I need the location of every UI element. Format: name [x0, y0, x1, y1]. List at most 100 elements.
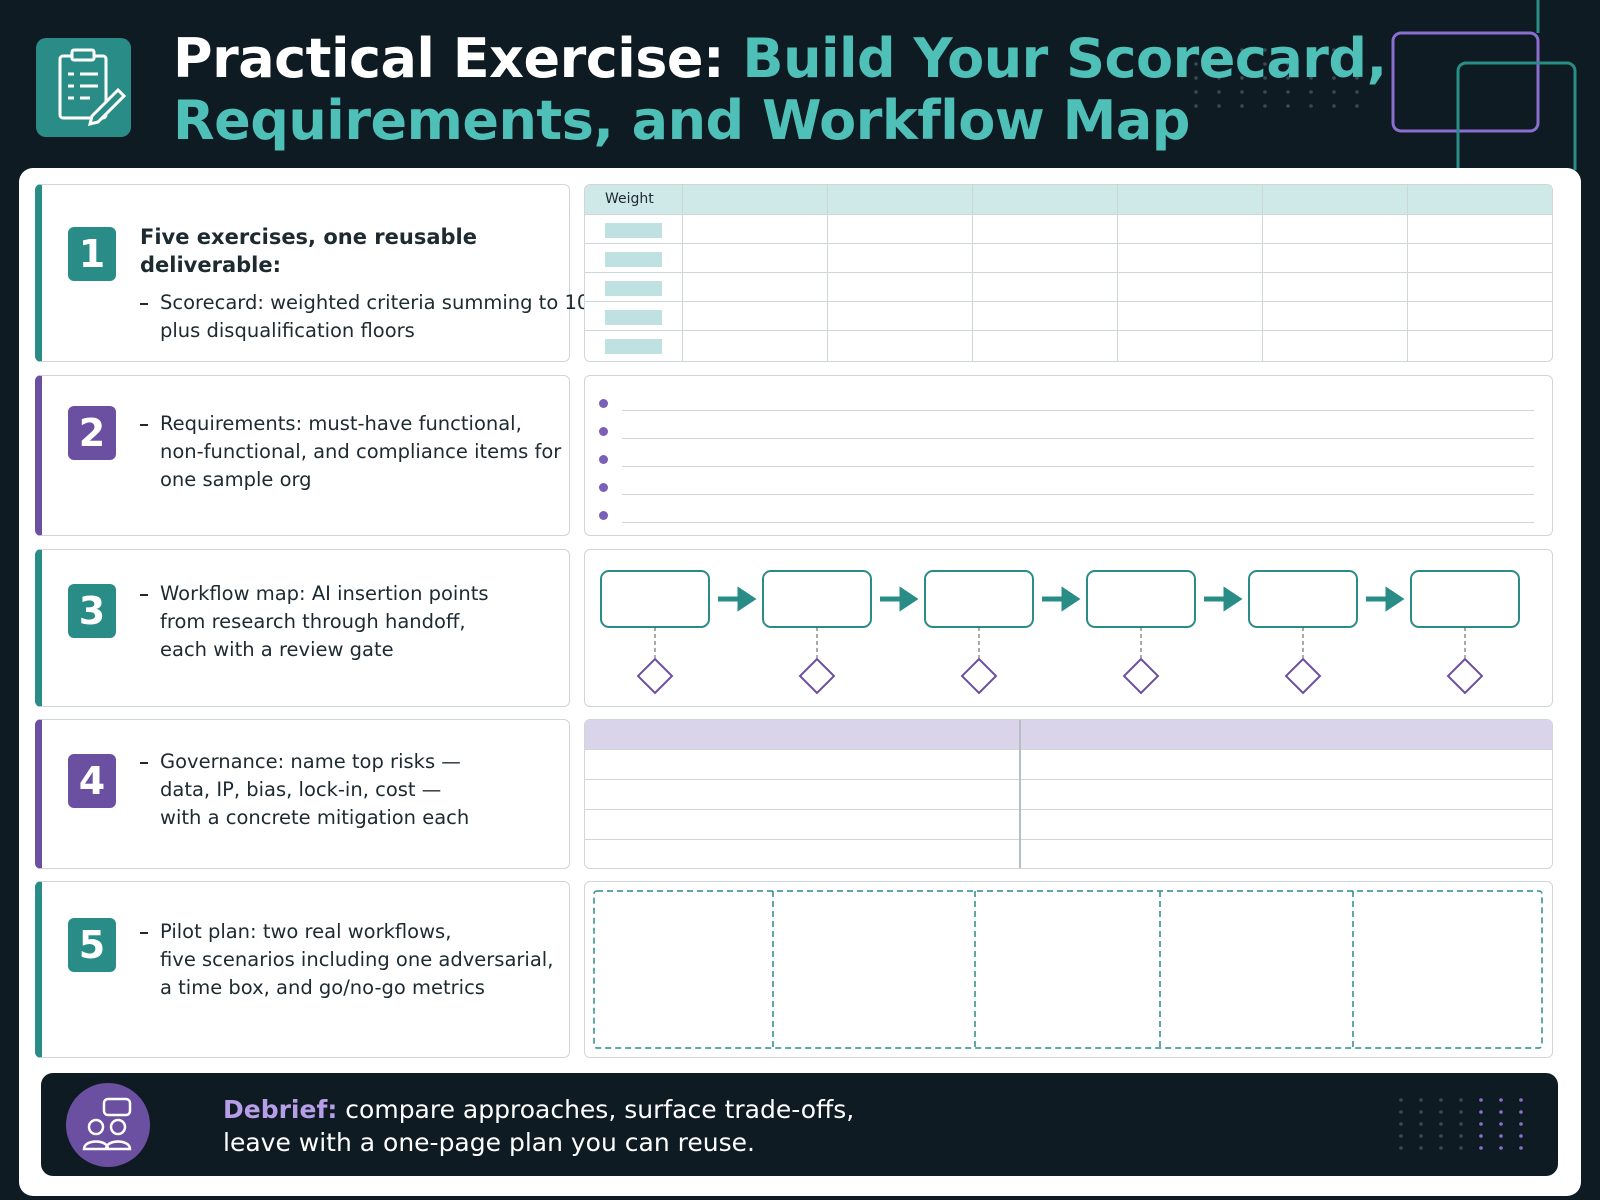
review-gate: [1122, 657, 1160, 695]
bullet-dot: [599, 483, 608, 492]
weight-bar: [605, 223, 662, 238]
dot: [1286, 62, 1290, 66]
exercise-number: 3: [68, 584, 116, 638]
dot: [1286, 90, 1290, 94]
bullet-dot: [599, 511, 608, 520]
row-line: [585, 839, 1552, 840]
dot: [1519, 1146, 1523, 1150]
flow-arrow: [718, 586, 757, 612]
dot: [1240, 62, 1244, 66]
dot: [1355, 48, 1359, 52]
row-line: [585, 243, 1552, 244]
dot: [1263, 90, 1267, 94]
write-line: [622, 410, 1534, 411]
dot: [1499, 1146, 1503, 1150]
dot: [1309, 62, 1313, 66]
title: Practical Exercise: Build Your Scorecard…: [173, 28, 1387, 152]
exercise-number: 5: [68, 918, 116, 972]
pilot-grid: [593, 890, 1543, 1049]
dot: [1519, 1134, 1523, 1138]
dot: [1419, 1146, 1423, 1150]
dot: [1419, 1134, 1423, 1138]
row-line: [585, 779, 1552, 780]
exercise-number: 1: [68, 227, 116, 281]
step-box: [924, 570, 1034, 628]
review-gate: [636, 657, 674, 695]
dot: [1459, 1098, 1463, 1102]
header-cell: Weight: [605, 191, 654, 207]
weight-bar: [605, 339, 662, 354]
col-line: [1117, 185, 1118, 361]
dot: [1355, 90, 1359, 94]
flow-arrow: [1366, 586, 1405, 612]
dot: [1439, 1098, 1443, 1102]
dot: [1439, 1146, 1443, 1150]
exercise-card: 1 Five exercises, one reusable deliverabl…: [35, 184, 608, 362]
dot: [1309, 76, 1313, 80]
debrief-text: Debrief: compare approaches, surface tra…: [223, 1093, 854, 1159]
write-line: [622, 494, 1534, 495]
dot: [1355, 76, 1359, 80]
dot: [1499, 1098, 1503, 1102]
exercise-heading: Five exercises, one reusable deliverable…: [140, 225, 477, 277]
exercise-card: 4 Governance: name top risks — data, IP, b…: [35, 719, 570, 869]
dot: [1309, 90, 1313, 94]
bullet-dash: [140, 762, 148, 764]
review-gate: [1446, 657, 1484, 695]
bullet-dot: [599, 455, 608, 464]
dot: [1263, 76, 1267, 80]
flow-arrow: [1042, 586, 1081, 612]
dot: [1332, 90, 1336, 94]
exercise-line: five scenarios including one adversarial…: [140, 946, 553, 974]
dot: [1263, 48, 1267, 52]
exercise-text: Governance: name top risks — data, IP, bi…: [140, 748, 469, 832]
dot: [1263, 62, 1267, 66]
line-text: a time box, and go/no-go metrics: [160, 976, 485, 999]
row-line: [585, 301, 1552, 302]
exercise-line: Pilot plan: two real workflows,: [140, 918, 553, 946]
exercise-line: non-functional, and compliance items for: [140, 438, 561, 466]
line-text: with a concrete mitigation each: [160, 806, 470, 829]
dot: [1332, 104, 1336, 108]
table-header: [585, 720, 1552, 749]
write-line: [622, 466, 1534, 467]
dot: [1332, 76, 1336, 80]
dot: [1419, 1122, 1423, 1126]
exercise-card: 5 Pilot plan: two real workflows, five sce…: [35, 881, 570, 1058]
dot: [1355, 104, 1359, 108]
line-text: plus disqualification floors: [160, 319, 415, 342]
dot: [1309, 48, 1313, 52]
exercise-text: Five exercises, one reusable deliverable…: [140, 223, 608, 345]
exercise-text: Pilot plan: two real workflows, five scen…: [140, 918, 553, 1002]
dot: [1459, 1110, 1463, 1114]
dot: [1309, 104, 1313, 108]
exercise-line: Workflow map: AI insertion points: [140, 580, 489, 608]
dot: [1399, 1146, 1403, 1150]
line-text: Pilot plan: two real workflows,: [160, 920, 452, 943]
dot: [1240, 48, 1244, 52]
col-line: [1262, 185, 1263, 361]
debrief-decor: [1399, 1098, 1523, 1150]
review-gate: [1284, 657, 1322, 695]
title-accent: Requirements, and Workflow Map: [173, 89, 1190, 152]
exercise-line: Requirements: must-have functional,: [140, 410, 561, 438]
dot: [1459, 1146, 1463, 1150]
exercise-line: Scorecard: weighted criteria summing to …: [140, 289, 608, 317]
dot: [1519, 1110, 1523, 1114]
review-gate: [960, 657, 998, 695]
col-line: [827, 185, 828, 361]
weight-bar: [605, 252, 662, 267]
line-text: non-functional, and compliance items for: [160, 440, 562, 463]
line-text: Requirements: must-have functional,: [160, 412, 522, 435]
row-line: [585, 214, 1552, 215]
template-panel: [584, 719, 1553, 869]
exercise-line: Governance: name top risks —: [140, 748, 469, 776]
col-line: [682, 185, 683, 361]
dot: [1217, 62, 1221, 66]
dot: [1286, 104, 1290, 108]
debrief-line: compare approaches, surface trade-offs,: [345, 1095, 855, 1124]
dot: [1240, 104, 1244, 108]
bullet-dash: [140, 424, 148, 426]
exercise-line: with a concrete mitigation each: [140, 804, 469, 832]
dot: [1439, 1122, 1443, 1126]
